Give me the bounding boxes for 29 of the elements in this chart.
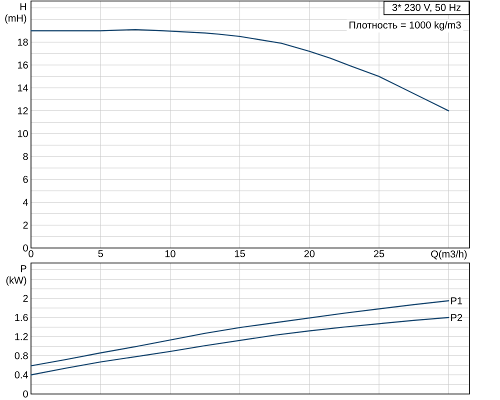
y-tick-label: 6 — [23, 176, 28, 183]
x-tick-label: 15 — [235, 250, 245, 258]
y-tick-label: 2 — [23, 222, 28, 229]
y-tick-label: 4 — [22, 198, 28, 206]
y-tick-label: 0.4 — [14, 371, 28, 378]
y-tick-label: 0 — [23, 244, 28, 252]
series-label: P2 — [451, 314, 462, 321]
y-tick-label: 1.2 — [15, 333, 28, 340]
x-tick-label: 10 — [165, 250, 176, 258]
y-tick-label: 1.6 — [15, 314, 28, 322]
x-tick-label: 5 — [98, 250, 103, 258]
series-label: P1 — [451, 297, 462, 304]
y-tick-label: 2 — [23, 294, 28, 302]
x-tick-label: 20 — [304, 250, 315, 258]
annotation: Плотность = 1000 kg/m3 — [350, 21, 461, 31]
y-tick-label: 8 — [23, 152, 28, 160]
y-tick-label: 16 — [18, 62, 28, 69]
y-axis-title: P (kW) — [6, 265, 26, 286]
y-tick-label: 12 — [18, 107, 28, 114]
y-tick-label: 0.8 — [14, 352, 28, 360]
x-axis-title: Q(m3/h) — [431, 250, 467, 260]
y-tick-label: 14 — [18, 84, 28, 92]
y-tick-label: 0 — [23, 390, 28, 398]
y-tick-label: 18 — [18, 38, 28, 46]
x-tick-label: 25 — [374, 250, 384, 258]
y-axis-title: H (mH) — [5, 3, 26, 24]
x-tick-label: 0 — [28, 250, 34, 258]
y-tick-label: 10 — [18, 130, 28, 138]
annotation: 3* 230 V, 50 Hz — [392, 4, 461, 12]
